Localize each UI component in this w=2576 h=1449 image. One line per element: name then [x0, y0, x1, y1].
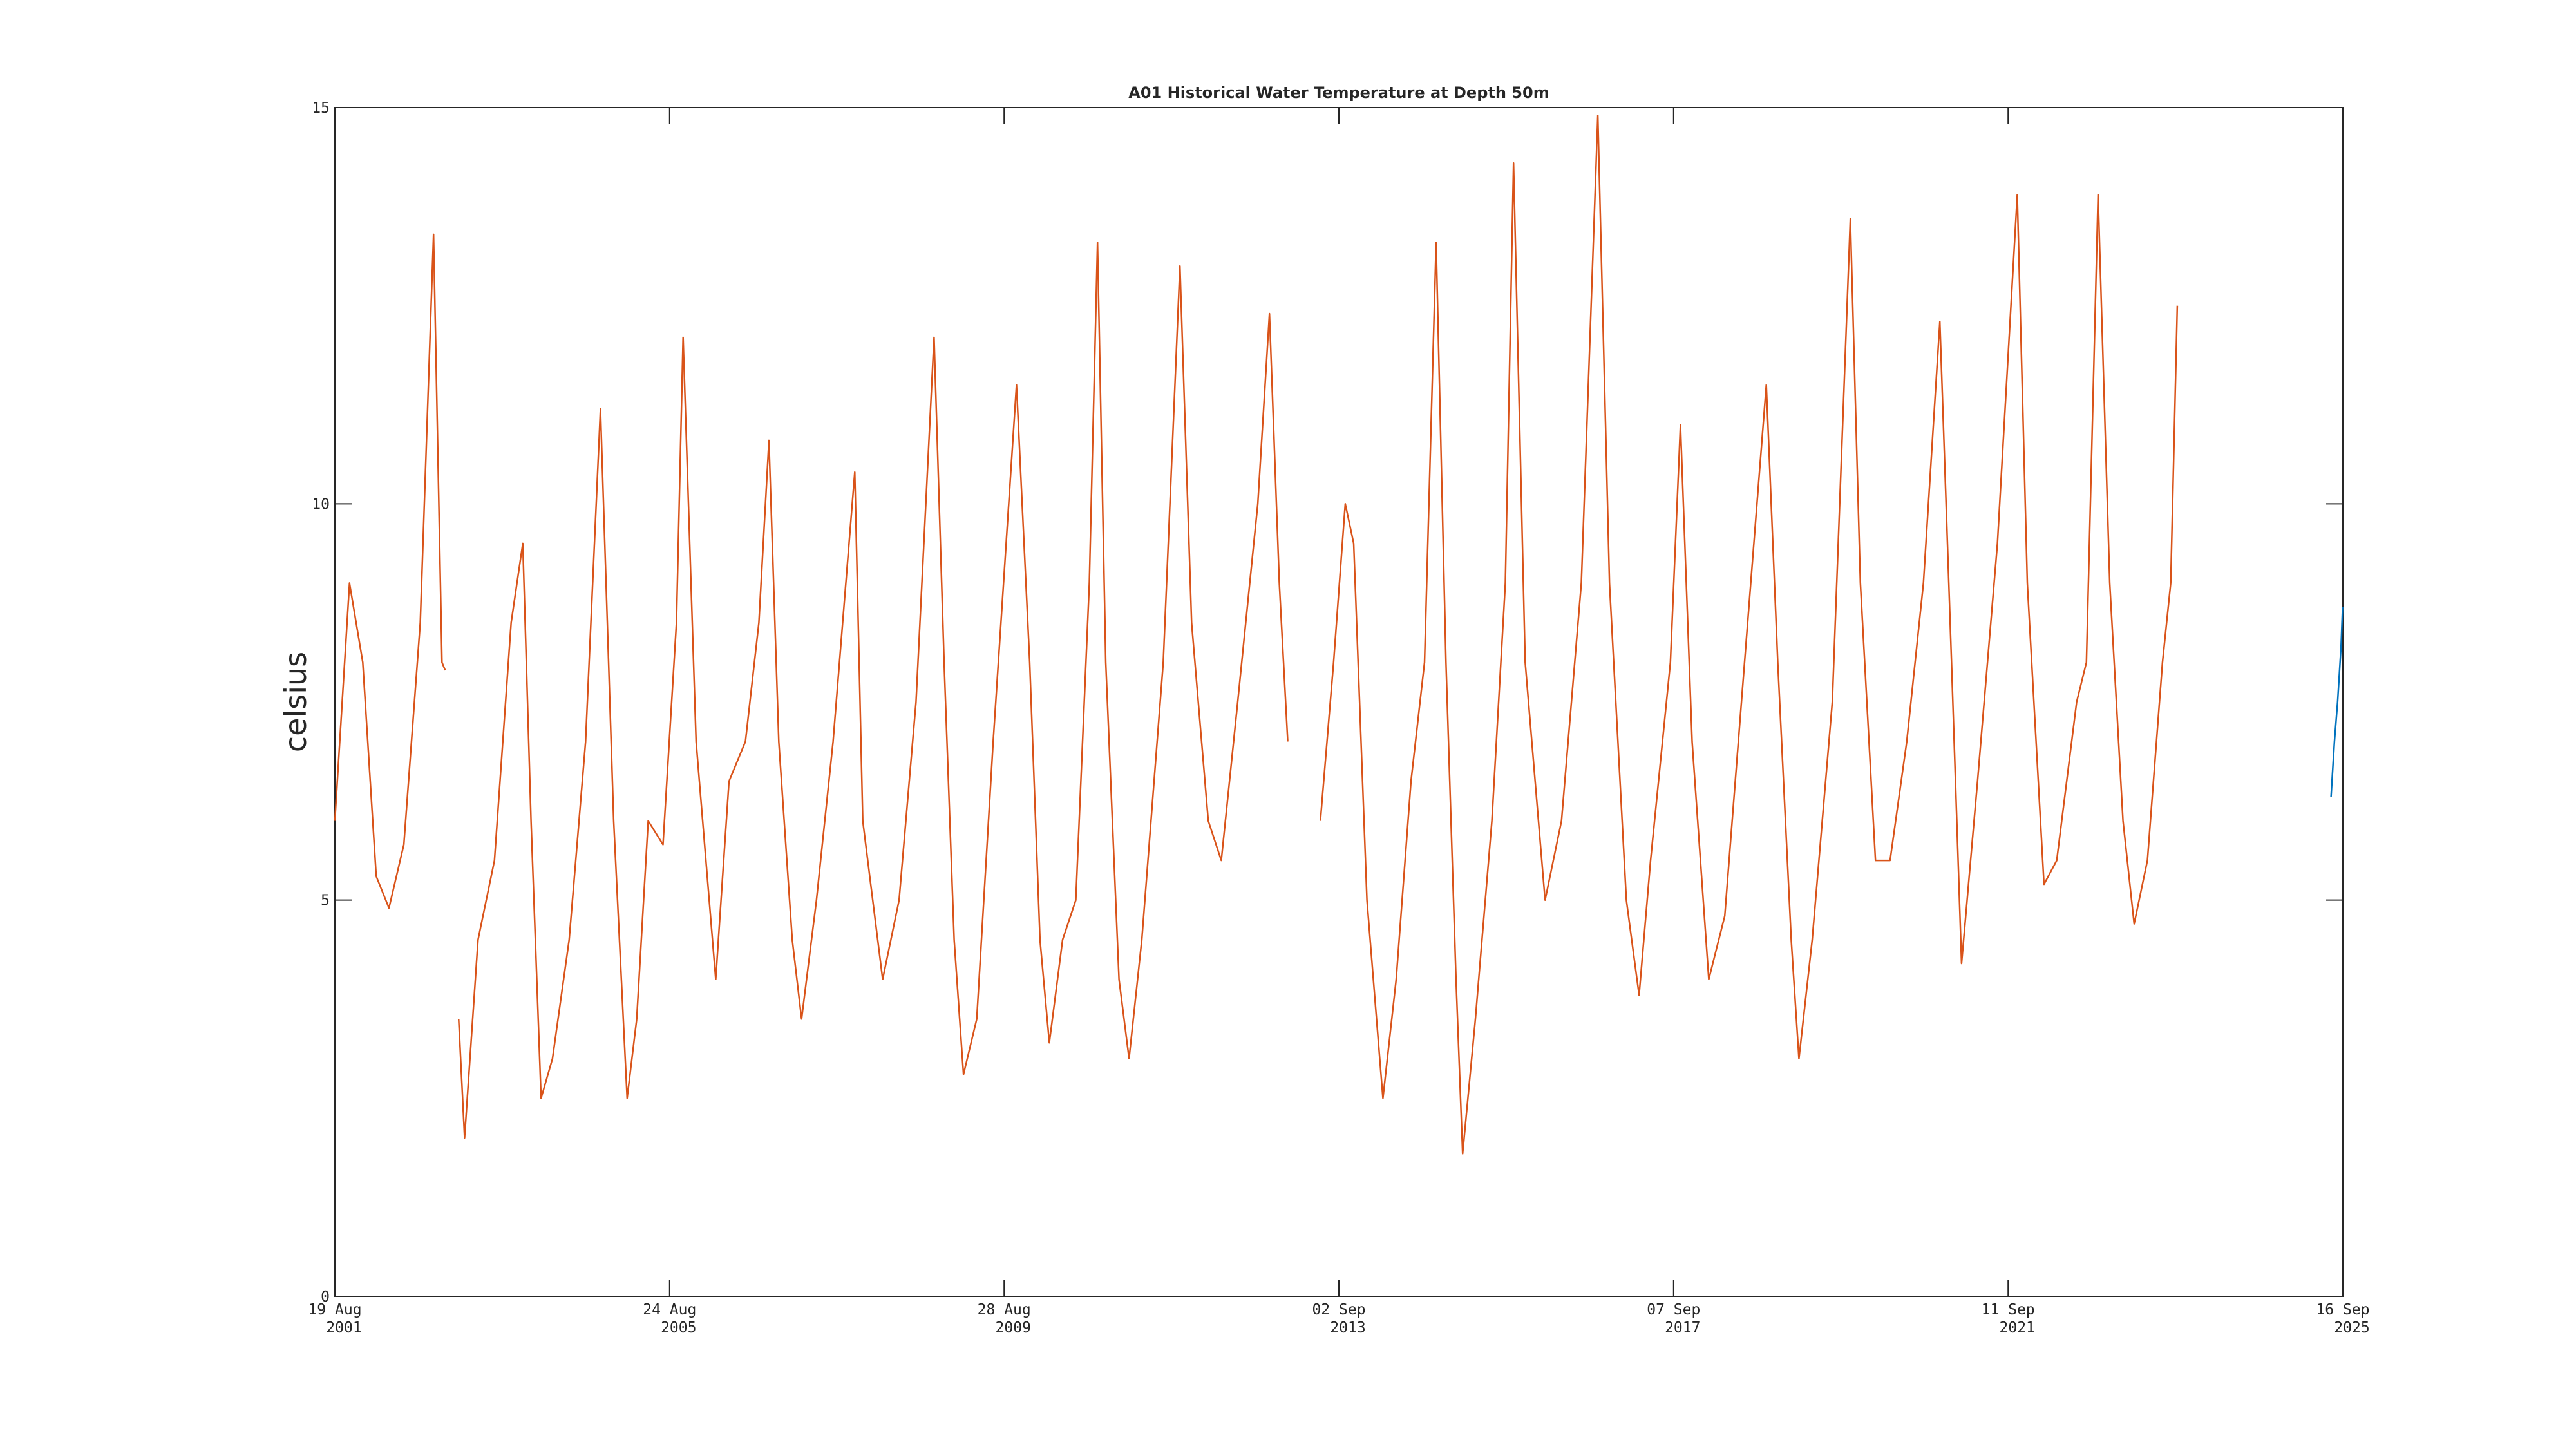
x-tick-label: 2009 [996, 1320, 1031, 1336]
y-tick-label: 15 [312, 100, 330, 117]
y-tick-label: 0 [321, 1289, 330, 1305]
x-tick-label: 07 Sep [1647, 1302, 1700, 1318]
x-tick-label: 2017 [1665, 1320, 1700, 1336]
chart-title: A01 Historical Water Temperature at Dept… [1128, 84, 1549, 102]
x-tick-label: 19 Aug [308, 1302, 361, 1318]
x-tick-label: 2001 [326, 1320, 361, 1336]
x-tick-label: 24 Aug [643, 1302, 696, 1318]
x-tick-label: 02 Sep [1312, 1302, 1365, 1318]
y-tick-label: 10 [312, 496, 330, 513]
data-line [334, 115, 2179, 1155]
x-tick-label: 2005 [661, 1320, 696, 1336]
x-tick-label: 2013 [1330, 1320, 1365, 1336]
x-tick-label: 2025 [2334, 1320, 2369, 1336]
x-tick-label: 16 Sep [2316, 1302, 2369, 1318]
x-tick-label: 2021 [2000, 1320, 2035, 1336]
y-axis-label: celsius [278, 652, 313, 752]
x-tick-label: 28 Aug [978, 1302, 1031, 1318]
data-line [2330, 607, 2344, 797]
y-tick-label: 5 [321, 893, 330, 909]
x-tick-label: 11 Sep [1982, 1302, 2035, 1318]
